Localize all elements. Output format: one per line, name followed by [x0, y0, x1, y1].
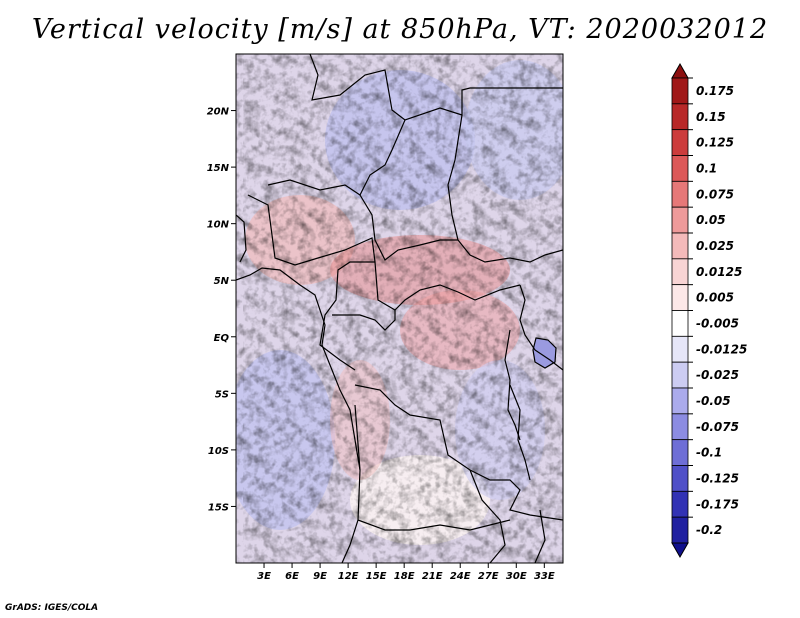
colorbar-label: -0.125	[696, 471, 739, 485]
colorbar-swatch	[671, 387, 689, 415]
credit-label: GrADS: IGES/COLA	[5, 603, 99, 613]
colorbar-label: 0.15	[696, 110, 726, 124]
colorbar-swatch	[671, 232, 689, 260]
colorbar-swatch	[671, 284, 689, 311]
colorbar-label: -0.0125	[696, 342, 747, 356]
colorbar-label: 0.125	[696, 136, 734, 150]
lon-tick-label: 27E	[478, 571, 499, 582]
colorbar-label: 0.175	[696, 84, 734, 98]
colorbar-swatch	[671, 516, 689, 544]
colorbar-label: 0.005	[696, 291, 734, 305]
lat-tick-label: 15S	[208, 502, 229, 513]
colorbar-label: 0.075	[696, 187, 734, 201]
colorbar-swatch	[671, 258, 689, 286]
colorbar-swatch	[671, 180, 689, 208]
lon-tick-label: 18E	[394, 571, 415, 582]
colorbar-label: 0.1	[696, 161, 717, 175]
lon-tick-label: 15E	[366, 571, 387, 582]
lat-tick-label: 5N	[214, 276, 230, 287]
lat-tick-label: 15N	[207, 163, 230, 174]
colorbar-label: -0.005	[696, 316, 739, 330]
colorbar-swatch	[671, 413, 689, 441]
lon-tick-label: 30E	[506, 571, 527, 582]
colorbar-top-arrow	[671, 62, 689, 79]
colorbar-bottom-arrow	[671, 542, 689, 559]
colorbar-swatch	[671, 206, 689, 234]
lat-tick-label: 10S	[208, 446, 229, 457]
colorbar-label: -0.075	[696, 420, 739, 434]
colorbar-label: 0.025	[696, 239, 734, 253]
map-frame	[235, 53, 564, 564]
longitude-axis: 3E 6E 9E 12E 15E 18E 21E 24E 27E 30E 33E	[257, 563, 555, 582]
latitude-axis: 20N 15N 10N 5N EQ 5S 10S 15S	[207, 107, 236, 513]
velocity-field	[236, 54, 563, 563]
lon-tick-label: 24E	[450, 571, 471, 582]
plot-title: Vertical velocity [m/s] at 850hPa, VT: 2…	[31, 14, 769, 45]
colorbar-label: 0.0125	[696, 265, 742, 279]
colorbar-label: -0.2	[696, 523, 722, 537]
colorbar-swatch	[671, 155, 689, 182]
colorbar-label: -0.175	[696, 497, 739, 511]
country-borders	[236, 54, 563, 563]
lon-tick-label: 33E	[534, 571, 555, 582]
colorbar-swatch	[671, 335, 689, 363]
colorbar-swatch	[671, 490, 689, 518]
colorbar-swatch	[671, 361, 689, 389]
lon-tick-label: 3E	[257, 571, 271, 582]
colorbar-swatch	[671, 465, 689, 492]
lat-tick-label: 10N	[207, 220, 230, 231]
colorbar: 0.175 0.15 0.125 0.1 0.075 0.05 0.025 0.0125 0.0…	[671, 62, 747, 559]
colorbar-label: -0.1	[696, 446, 722, 460]
colorbar-label: -0.05	[696, 394, 731, 408]
lat-tick-label: EQ	[214, 333, 230, 344]
colorbar-swatch	[671, 103, 689, 131]
lat-tick-label: 5S	[215, 389, 229, 400]
colorbar-label: 0.05	[696, 213, 726, 227]
colorbar-swatch	[671, 439, 689, 466]
lon-tick-label: 9E	[313, 571, 327, 582]
lon-tick-label: 12E	[338, 571, 359, 582]
lat-tick-label: 20N	[207, 107, 230, 118]
colorbar-swatch	[671, 77, 689, 105]
colorbar-label: -0.025	[696, 368, 739, 382]
lon-tick-label: 21E	[422, 571, 443, 582]
lon-tick-label: 6E	[285, 571, 299, 582]
colorbar-swatch	[671, 310, 689, 337]
colorbar-swatch	[671, 129, 689, 156]
